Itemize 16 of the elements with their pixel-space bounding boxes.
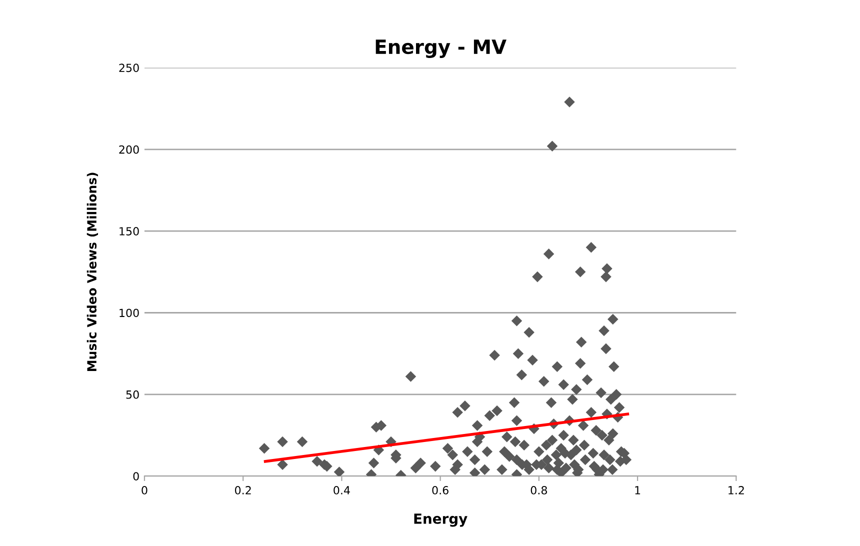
y-tick-label: 50 <box>126 390 139 399</box>
y-tick-label: 150 <box>120 227 139 236</box>
y-tick-label: 250 <box>119 64 139 72</box>
y-axis-title: Music Video Views (Millions) <box>86 172 98 371</box>
x-tick-label: 1 <box>635 486 640 494</box>
x-tick-label: 0.8 <box>530 486 548 494</box>
x-tick-label: 0.4 <box>334 486 350 494</box>
x-tick-label: 0 <box>142 486 148 494</box>
x-axis-title: Energy <box>414 514 468 527</box>
x-tick-label: 0.2 <box>234 486 251 494</box>
y-tick-label: 200 <box>119 145 139 154</box>
y-tick-label: 100 <box>120 308 139 318</box>
x-tick-label: 0.6 <box>432 486 448 494</box>
chart-title: Energy - MV <box>376 40 506 58</box>
y-tick-label: 0 <box>133 472 139 480</box>
x-tick-label: 1.2 <box>728 486 744 494</box>
